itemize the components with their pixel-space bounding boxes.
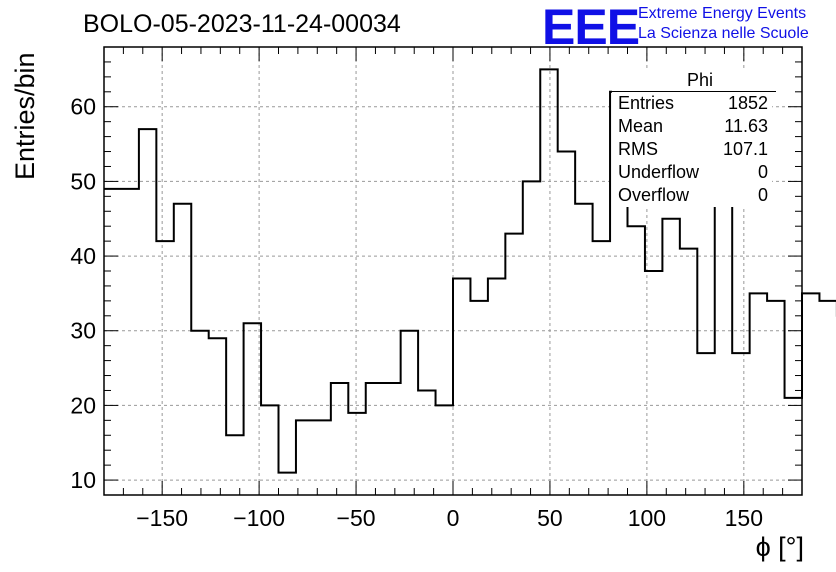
run-title: BOLO-05-2023-11-24-00034: [83, 10, 401, 38]
stats-value: 11.63: [724, 116, 768, 136]
stats-name: Phi: [686, 70, 713, 90]
x-tick-label: 100: [628, 505, 666, 531]
stats-label: Overflow: [618, 185, 690, 205]
stats-row-rms: RMS 107.1: [612, 138, 772, 161]
logo-line-1: Extreme Energy Events: [638, 5, 807, 22]
y-tick-label: 10: [70, 467, 96, 493]
stats-row-underflow: Underflow 0: [612, 161, 772, 184]
axis-tick-labels: −150 −100 −50 0 50 100 150 10 20 30 40 50 60: [70, 94, 763, 531]
stats-value: 107.1: [722, 139, 768, 159]
stats-row-entries: Entries 1852: [612, 92, 772, 115]
y-axis-label: Entries/bin: [10, 52, 40, 180]
x-tick-label: −100: [233, 505, 285, 531]
histogram-step-line: [104, 68, 836, 474]
stats-separator: [612, 91, 776, 92]
x-tick-label: 150: [725, 505, 763, 531]
stats-value: 0: [757, 185, 768, 205]
stats-row-overflow: Overflow 0: [612, 184, 772, 207]
stats-value: 0: [757, 162, 768, 182]
x-axis-label: ϕ [°]: [755, 532, 804, 562]
stats-box: Phi Entries 1852 Mean 11.63 RMS 107.1 Un…: [612, 70, 776, 207]
stats-label: Underflow: [618, 162, 700, 182]
axis-ticks: [103, 46, 803, 496]
x-tick-label: −150: [136, 505, 188, 531]
stats-label: Entries: [618, 93, 675, 113]
y-tick-label: 40: [70, 243, 96, 269]
y-tick-label: 50: [70, 168, 96, 194]
stats-value: 1852: [727, 93, 768, 113]
x-tick-label: 50: [537, 505, 563, 531]
stats-label: Mean: [618, 116, 664, 136]
y-tick-label: 30: [70, 318, 96, 344]
logo-line-2: La Scienza nelle Scuole: [638, 25, 809, 42]
x-tick-label: 0: [447, 505, 460, 531]
stats-label: RMS: [618, 139, 658, 159]
stats-row-mean: Mean 11.63: [612, 115, 772, 138]
eee-logo: EEE: [542, 0, 640, 55]
y-tick-label: 60: [70, 94, 96, 120]
x-tick-label: −50: [337, 505, 376, 531]
y-tick-label: 20: [70, 392, 96, 418]
